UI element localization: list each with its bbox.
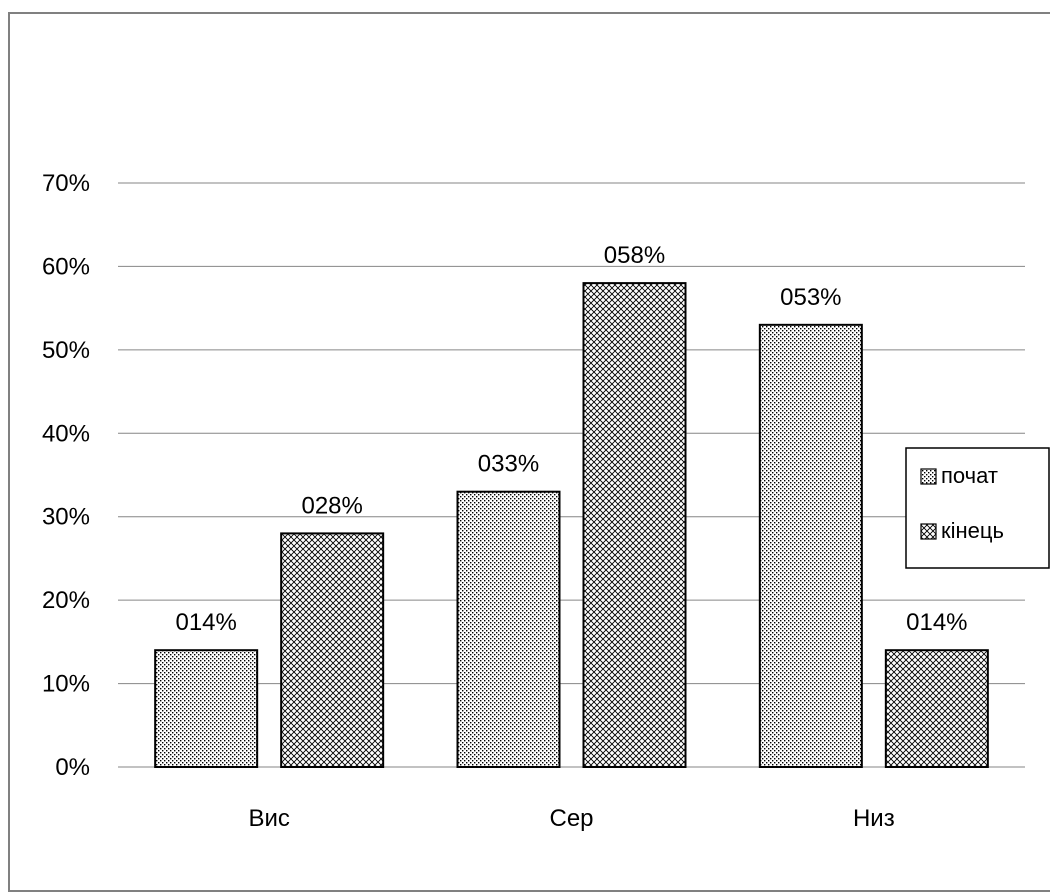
legend: почат кінець bbox=[905, 447, 1050, 569]
data-label: 014% bbox=[906, 609, 967, 636]
gridlines bbox=[118, 182, 1025, 768]
bar-dots bbox=[456, 490, 561, 768]
y-tick-label: 10% bbox=[42, 671, 90, 698]
legend-swatch bbox=[920, 468, 937, 485]
data-label: 033% bbox=[478, 451, 539, 478]
bar-crosshatch bbox=[884, 649, 989, 769]
y-axis: 0% 10% 20% 30% 40% 50% 60% 70% bbox=[42, 170, 90, 781]
y-tick-label: 70% bbox=[42, 170, 90, 197]
y-tick-label: 40% bbox=[42, 420, 90, 447]
data-labels: 014% 028% 033% 058% 053% 014% bbox=[175, 242, 967, 636]
legend-box bbox=[905, 447, 1050, 569]
legend-label: почат bbox=[941, 463, 998, 488]
y-tick-label: 60% bbox=[42, 253, 90, 280]
y-tick-label: 30% bbox=[42, 504, 90, 531]
data-label: 014% bbox=[175, 609, 236, 636]
legend-swatch bbox=[920, 523, 937, 540]
bar-dots bbox=[154, 649, 259, 769]
y-tick-label: 50% bbox=[42, 337, 90, 364]
category-label: Низ bbox=[853, 805, 895, 832]
bars bbox=[154, 282, 989, 769]
bar-dots bbox=[758, 323, 863, 768]
category-label: Вис bbox=[248, 805, 289, 832]
legend-label: кінець bbox=[941, 518, 1004, 543]
x-axis: Вис Сер Низ bbox=[248, 805, 894, 832]
data-label: 028% bbox=[301, 492, 362, 519]
y-tick-label: 0% bbox=[55, 754, 90, 781]
bar-crosshatch bbox=[280, 532, 385, 769]
data-label: 058% bbox=[604, 242, 665, 269]
bar-crosshatch bbox=[582, 282, 687, 768]
category-label: Сер bbox=[549, 805, 593, 832]
y-tick-label: 20% bbox=[42, 587, 90, 614]
data-label: 053% bbox=[780, 284, 841, 311]
